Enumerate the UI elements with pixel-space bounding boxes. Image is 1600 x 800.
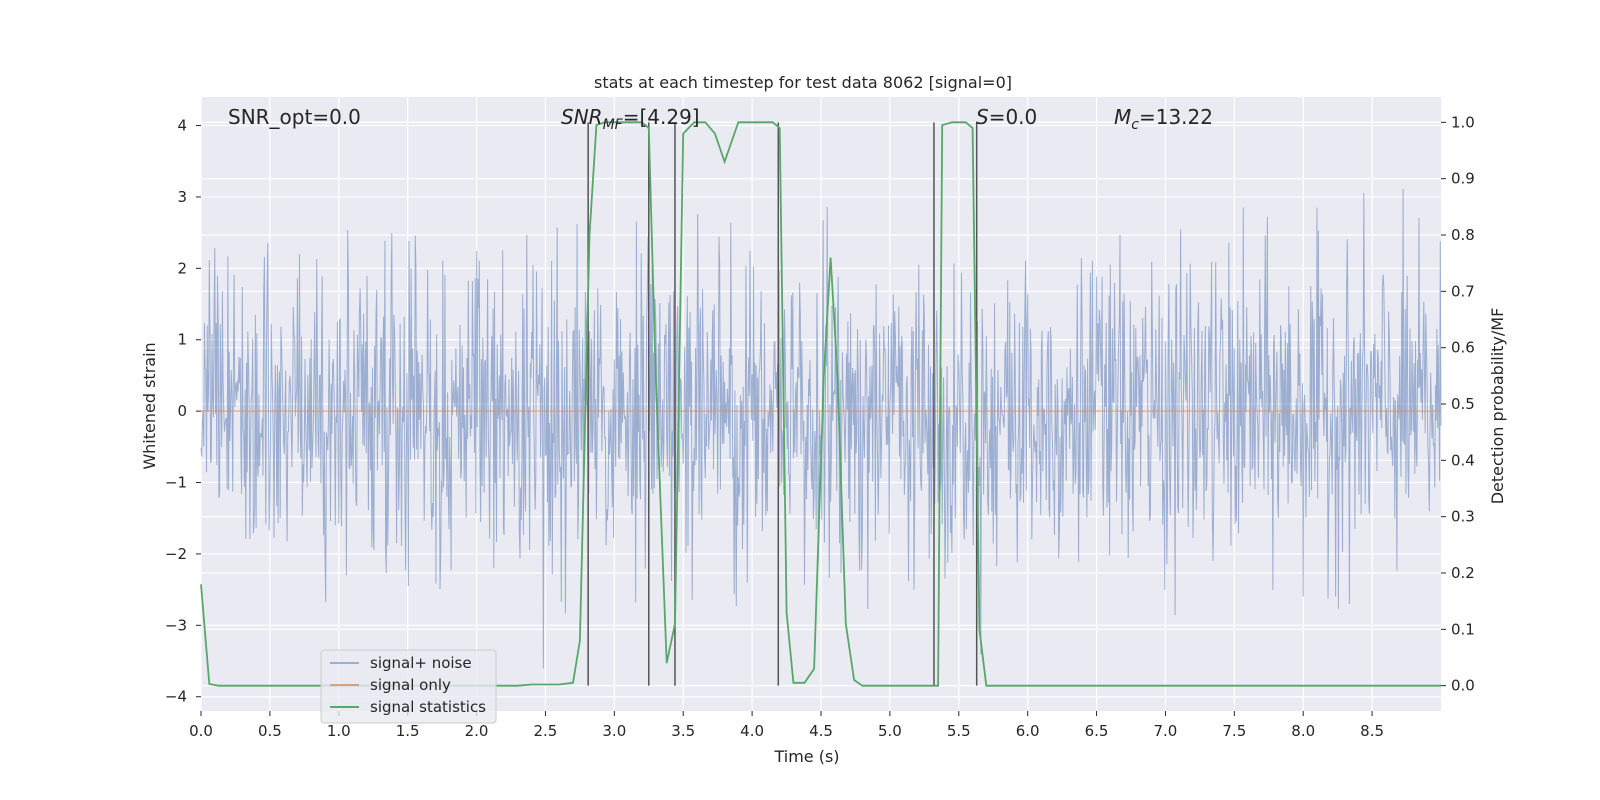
- x-tick-label: 7.5: [1222, 722, 1246, 740]
- annotation-snr-mf-sub: MF: [603, 117, 624, 133]
- y-right-tick-label: 0.2: [1451, 564, 1475, 582]
- y-left-tick-label: 2: [177, 259, 187, 277]
- annotation-snr-opt: SNR_opt=0.0: [228, 105, 361, 129]
- y-left-tick-label: −1: [165, 474, 187, 492]
- x-tick-label: 8.0: [1291, 722, 1315, 740]
- x-tick-label: 6.0: [1016, 722, 1040, 740]
- y-right-tick-label: 0.8: [1451, 226, 1475, 244]
- y-left-tick-label: 3: [177, 188, 187, 206]
- x-axis-label: Time (s): [773, 747, 839, 766]
- x-tick-label: 4.0: [740, 722, 764, 740]
- y-left-tick-label: 1: [177, 331, 187, 349]
- x-tick-label: 3.5: [671, 722, 695, 740]
- x-tick-label: 1.5: [396, 722, 420, 740]
- annotation-mc: Mc=13.22: [1114, 105, 1213, 133]
- annotation-mc-value: =13.22: [1139, 105, 1213, 129]
- y-right-tick-label: 0.9: [1451, 170, 1475, 188]
- x-tick-label: 2.0: [465, 722, 489, 740]
- y-right-tick-label: 0.4: [1451, 451, 1475, 469]
- y-left-axis-ticks: 4 3 2 1 0 −1 −2 −3 −4: [165, 117, 201, 706]
- annotation-mc-label: M: [1114, 105, 1131, 129]
- annotation-snr-mf-value: =[4.29]: [623, 105, 700, 129]
- chart-title: stats at each timestep for test data 806…: [594, 73, 1012, 92]
- y-right-tick-label: 0.6: [1451, 339, 1475, 357]
- y-right-tick-label: 0.5: [1451, 395, 1475, 413]
- x-tick-label: 3.0: [602, 722, 626, 740]
- y-left-axis-label: Whitened strain: [140, 342, 159, 469]
- legend-label-signal-statistics: signal statistics: [370, 698, 486, 716]
- x-tick-label: 5.5: [947, 722, 971, 740]
- x-axis-ticks: 0.0 0.5 1.0 1.5 2.0 2.5 3.0 3.5 4.0 4.5 5.0 5.5 6.0 6…: [189, 711, 1384, 740]
- legend-label-signal-noise: signal+ noise: [370, 654, 472, 672]
- y-left-tick-label: 0: [177, 402, 187, 420]
- x-tick-label: 7.0: [1154, 722, 1178, 740]
- y-left-tick-label: 4: [177, 117, 187, 135]
- x-tick-label: 0.0: [189, 722, 213, 740]
- y-left-tick-label: −3: [165, 616, 187, 634]
- legend-label-signal-only: signal only: [370, 676, 451, 694]
- y-right-tick-label: 1.0: [1451, 113, 1475, 131]
- y-right-tick-label: 0.3: [1451, 508, 1475, 526]
- x-tick-label: 0.5: [258, 722, 282, 740]
- y-right-tick-label: 0.1: [1451, 620, 1475, 638]
- annotation-s: S=0.0: [976, 105, 1037, 129]
- x-tick-label: 2.5: [534, 722, 558, 740]
- y-right-tick-label: 0.0: [1451, 677, 1475, 695]
- y-left-tick-label: −2: [165, 545, 187, 563]
- annotation-s-label: S: [976, 105, 989, 129]
- y-right-axis-label: Detection probability/MF: [1488, 308, 1507, 505]
- statistics-line: [200, 121, 1441, 687]
- x-tick-label: 5.0: [878, 722, 902, 740]
- x-tick-label: 8.5: [1360, 722, 1384, 740]
- annotation-snr-mf: SNRMF=[4.29]: [561, 105, 700, 133]
- x-tick-label: 1.0: [327, 722, 351, 740]
- x-tick-label: 6.5: [1085, 722, 1109, 740]
- legend-box: [320, 649, 497, 724]
- legend: signal+ noise signal only signal statist…: [320, 649, 497, 724]
- grid-lines: [200, 97, 1441, 711]
- annotation-s-value: =0.0: [989, 105, 1038, 129]
- y-left-tick-label: −4: [165, 688, 187, 706]
- x-tick-label: 4.5: [809, 722, 833, 740]
- annotation-mc-sub: c: [1131, 117, 1139, 133]
- annotation-snr-mf-label: SNR: [561, 105, 603, 129]
- series-signal-statistics: [200, 121, 1441, 687]
- y-right-tick-label: 0.7: [1451, 282, 1475, 300]
- y-right-axis-ticks: 1.0 0.9 0.8 0.7 0.6 0.5 0.4 0.3 0.2 0.1 0.0: [1441, 113, 1475, 695]
